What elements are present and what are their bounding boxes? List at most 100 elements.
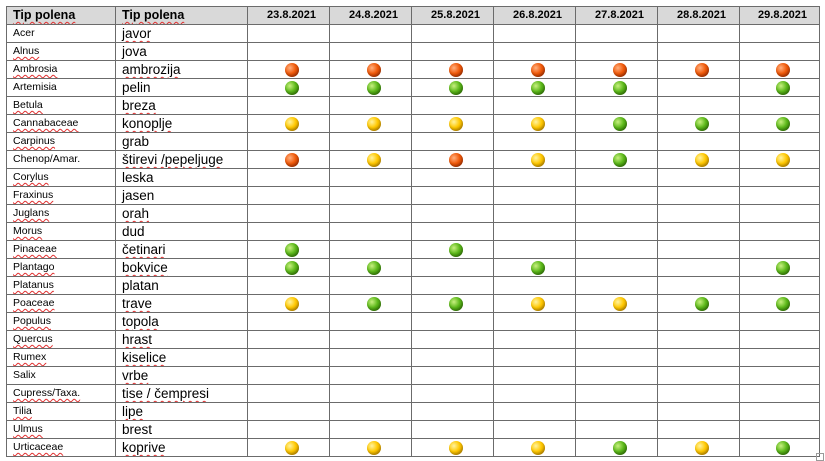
green-level-dot (775, 440, 790, 455)
pollen-level-cell (411, 150, 494, 169)
yellow-level-dot (530, 116, 545, 131)
pollen-level-cell (493, 366, 576, 385)
pollen-level-cell (247, 366, 330, 385)
pollen-level-cell (739, 168, 820, 187)
red-level-dot (448, 62, 463, 77)
pollen-local-name: platan (115, 276, 248, 295)
pollen-level-cell (575, 240, 658, 259)
pollen-level-cell (247, 204, 330, 223)
pollen-level-cell (411, 420, 494, 439)
pollen-local-name: ambrozija (115, 60, 248, 79)
pollen-local-name: pelin (115, 78, 248, 97)
pollen-local-name: javor (115, 24, 248, 43)
pollen-latin-name: Rumex (6, 348, 116, 367)
pollen-level-cell (657, 24, 740, 43)
pollen-level-cell (575, 402, 658, 421)
pollen-latin-name: Juglans (6, 204, 116, 223)
pollen-level-cell (329, 222, 412, 241)
pollen-local-name: lipe (115, 402, 248, 421)
pollen-level-cell (739, 240, 820, 259)
table-row: Corylus leska (6, 168, 820, 187)
green-level-dot (612, 116, 627, 131)
green-level-dot (612, 152, 627, 167)
pollen-level-cell (575, 438, 658, 457)
pollen-level-cell (575, 258, 658, 277)
green-level-dot (284, 260, 299, 275)
pollen-level-cell (739, 96, 820, 115)
pollen-level-cell (247, 150, 330, 169)
pollen-level-cell (575, 330, 658, 349)
table-row: Platanus platan (6, 276, 820, 295)
pollen-local-name: brest (115, 420, 248, 439)
pollen-level-cell (739, 384, 820, 403)
pollen-level-cell (657, 168, 740, 187)
table-row: Salix vrbe (6, 366, 820, 385)
pollen-latin-name: Plantago (6, 258, 116, 277)
pollen-level-cell (329, 78, 412, 97)
pollen-level-cell (575, 114, 658, 133)
pollen-level-cell (575, 276, 658, 295)
pollen-level-cell (575, 366, 658, 385)
pollen-level-cell (575, 420, 658, 439)
pollen-local-name: štirevi /pepeljuge (115, 150, 248, 169)
resize-handle[interactable] (816, 453, 824, 461)
table-row: Quercus hrast (6, 330, 820, 349)
table-row: Ambrosia ambrozija (6, 60, 820, 79)
table-row: Populus topola (6, 312, 820, 331)
yellow-level-dot (366, 152, 381, 167)
pollen-local-name: breza (115, 96, 248, 115)
pollen-local-name: četinari (115, 240, 248, 259)
table-row: Rumex kiselice (6, 348, 820, 367)
yellow-level-dot (448, 440, 463, 455)
green-level-dot (284, 242, 299, 257)
pollen-level-cell (657, 384, 740, 403)
pollen-local-name: orah (115, 204, 248, 223)
pollen-level-cell (411, 60, 494, 79)
pollen-level-cell (657, 204, 740, 223)
pollen-level-cell (739, 438, 820, 457)
pollen-level-cell (247, 438, 330, 457)
pollen-level-cell (247, 312, 330, 331)
pollen-level-cell (411, 204, 494, 223)
pollen-level-cell (329, 438, 412, 457)
header-date: 25.8.2021 (411, 6, 494, 25)
pollen-level-cell (739, 294, 820, 313)
header-date: 26.8.2021 (493, 6, 576, 25)
pollen-local-name: jasen (115, 186, 248, 205)
yellow-level-dot (775, 152, 790, 167)
pollen-latin-name: Corylus (6, 168, 116, 187)
pollen-level-cell (493, 60, 576, 79)
pollen-level-cell (493, 312, 576, 331)
green-level-dot (530, 260, 545, 275)
green-level-dot (448, 296, 463, 311)
pollen-latin-name: Cupress/Taxa. (6, 384, 116, 403)
red-level-dot (775, 62, 790, 77)
pollen-level-cell (411, 96, 494, 115)
pollen-level-cell (329, 60, 412, 79)
pollen-level-cell (329, 366, 412, 385)
pollen-level-cell (247, 240, 330, 259)
pollen-level-cell (493, 258, 576, 277)
pollen-level-cell (329, 204, 412, 223)
pollen-level-cell (329, 186, 412, 205)
pollen-level-cell (411, 132, 494, 151)
pollen-latin-name: Carpinus (6, 132, 116, 151)
pollen-level-cell (575, 204, 658, 223)
pollen-level-cell (493, 24, 576, 43)
yellow-level-dot (284, 440, 299, 455)
green-level-dot (530, 80, 545, 95)
pollen-local-name: trave (115, 294, 248, 313)
yellow-level-dot (366, 116, 381, 131)
pollen-local-name: bokvice (115, 258, 248, 277)
pollen-level-cell (329, 402, 412, 421)
pollen-level-cell (493, 168, 576, 187)
pollen-level-cell (493, 384, 576, 403)
pollen-level-cell (247, 42, 330, 61)
table-row: Artemisia pelin (6, 78, 820, 97)
pollen-level-cell (247, 222, 330, 241)
pollen-level-cell (493, 240, 576, 259)
pollen-level-cell (411, 330, 494, 349)
table-row: Pinaceae četinari (6, 240, 820, 259)
pollen-local-name: jova (115, 42, 248, 61)
pollen-level-cell (575, 186, 658, 205)
